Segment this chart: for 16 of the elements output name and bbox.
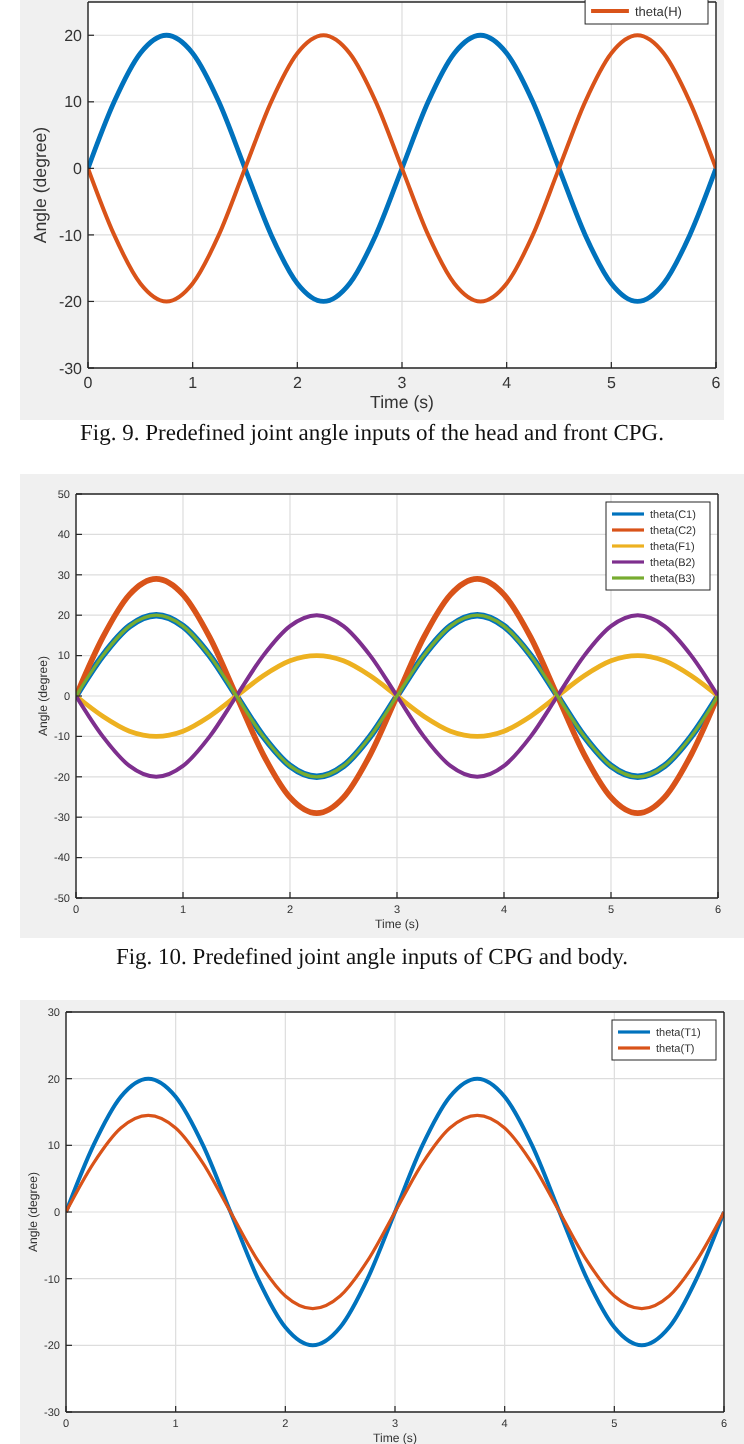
caption: Fig. 10. Predefined joint angle inputs of CPG and body. (115, 946, 629, 970)
y-tick-label: -20 (58, 293, 84, 312)
y-tick-label: 10 (64, 93, 84, 112)
x-tick-label: 3 (397, 374, 408, 392)
x-tick-label: 4 (502, 374, 513, 392)
x-axis-title: Time (s) (370, 392, 435, 412)
y-tick-label: 20 (64, 26, 84, 45)
x-tick-label: 1 (188, 374, 199, 392)
caption: Fig. 9. Predefined joint angle inputs of the head and front CPG. (80, 422, 665, 446)
y-axis-title: Angle (degree) (30, 126, 51, 244)
y-tick-label: -30 (58, 359, 84, 378)
x-tick-label: 2 (292, 374, 303, 392)
y-tick-label: -10 (58, 226, 84, 245)
x-tick-label: 6 (711, 374, 722, 392)
x-tick-label: 5 (606, 374, 617, 392)
y-tick-label: 0 (73, 159, 84, 178)
